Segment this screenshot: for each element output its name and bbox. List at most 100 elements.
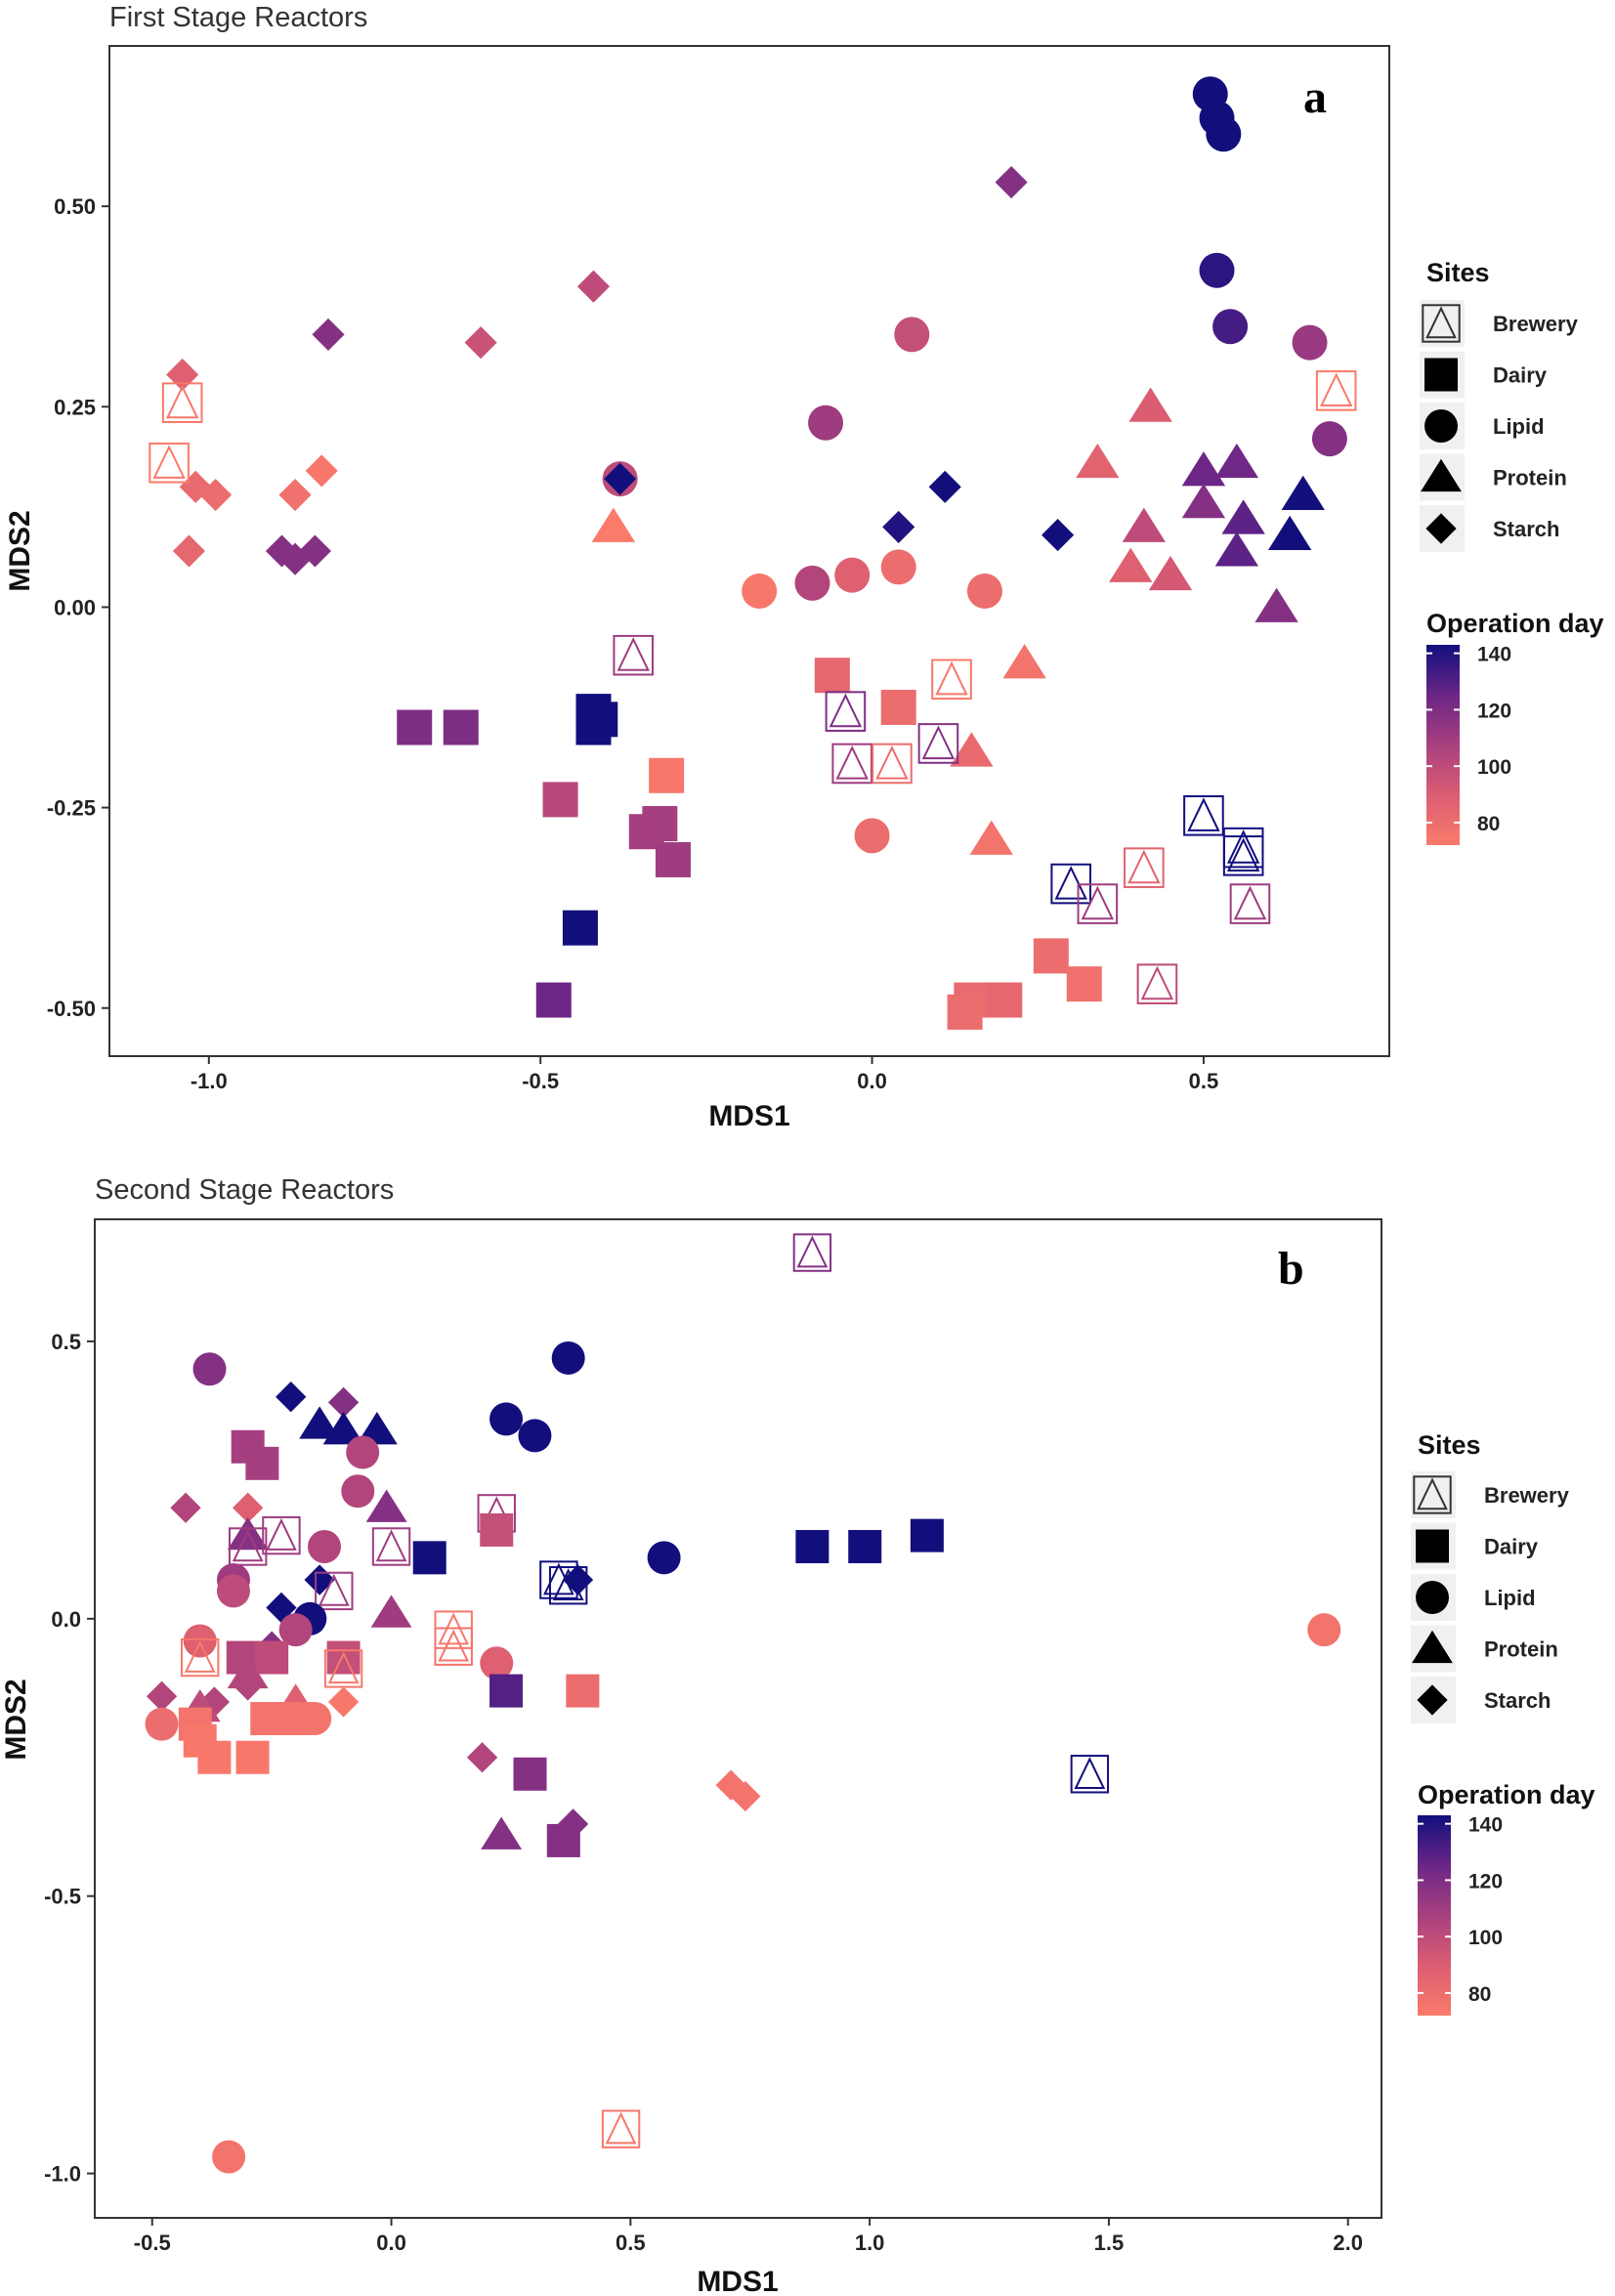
- point-dairy: [489, 1674, 524, 1708]
- point-starch: [276, 1382, 307, 1413]
- point-lipid: [1292, 324, 1328, 361]
- point-lipid: [1311, 421, 1347, 457]
- x-tick-label: 0.0: [376, 2231, 406, 2255]
- point-brewery: [1183, 795, 1224, 836]
- panel-b-ticks: -0.5 0.0 0.5 1.0 1.5 2.0 -1.0 -0.5 0.0 0.5: [44, 1330, 1363, 2255]
- panel-b-points: [145, 1233, 1341, 2174]
- point-protein: [1254, 587, 1298, 622]
- point-lipid: [1206, 116, 1242, 152]
- point-dairy: [513, 1757, 547, 1791]
- legend-lipid-label: Lipid: [1493, 414, 1545, 439]
- point-lipid: [192, 1352, 227, 1386]
- point-dairy: [642, 806, 678, 842]
- point-lipid: [346, 1435, 380, 1469]
- colorbar-tick-label: 120: [1468, 1870, 1503, 1892]
- point-dairy: [278, 1702, 313, 1735]
- point-brewery: [1124, 847, 1165, 888]
- colorbar-tick-label: 100: [1477, 756, 1511, 779]
- panel-b-title: Second Stage Reactors: [95, 1174, 394, 1206]
- point-brewery: [601, 2109, 641, 2148]
- point-lipid: [145, 1707, 179, 1741]
- point-lipid: [480, 1646, 514, 1680]
- point-starch: [928, 470, 961, 503]
- legend-protein-icon: [1412, 1630, 1453, 1664]
- point-brewery: [228, 1527, 268, 1566]
- point-brewery: [149, 442, 190, 484]
- point-brewery: [181, 1637, 220, 1678]
- y-tick-label: 0.50: [54, 194, 96, 219]
- y-tick-label: -0.50: [47, 997, 96, 1021]
- point-lipid: [551, 1340, 585, 1375]
- point-dairy: [245, 1446, 279, 1480]
- x-tick-label: -1.0: [191, 1069, 228, 1093]
- colorbar-ticks-b: 140 120 100 80: [1418, 1814, 1503, 2006]
- point-protein: [1109, 547, 1153, 582]
- point-dairy: [535, 982, 572, 1018]
- point-dairy: [562, 910, 598, 946]
- point-starch: [327, 1686, 360, 1718]
- panel-b-ylabel: MDS2: [0, 1679, 32, 1760]
- point-lipid: [880, 549, 916, 585]
- point-starch: [464, 326, 497, 360]
- point-protein: [1214, 531, 1259, 567]
- point-lipid: [742, 574, 778, 610]
- point-protein: [299, 1406, 341, 1439]
- legend-sites-items: Brewery Dairy Lipid Protein Starch: [1420, 300, 1579, 552]
- point-lipid: [647, 1541, 681, 1575]
- point-brewery: [1315, 370, 1357, 411]
- legend-protein-label: Protein: [1484, 1637, 1558, 1662]
- panel-a-legend: Sites Brewery Dairy Lipid Protein Starch Ope…: [1420, 258, 1604, 845]
- point-dairy: [443, 709, 479, 745]
- point-brewery: [931, 659, 972, 701]
- legend-brewery-icon: [1413, 1475, 1452, 1514]
- point-lipid: [341, 1474, 375, 1509]
- legend-dairy-icon: [1424, 358, 1458, 392]
- legend-color-title-b: Operation day: [1418, 1780, 1595, 1809]
- point-protein: [370, 1594, 412, 1628]
- point-protein: [481, 1816, 523, 1850]
- point-protein: [365, 1489, 407, 1522]
- point-protein: [969, 820, 1013, 855]
- x-tick-label: -0.5: [134, 2231, 171, 2255]
- x-tick-label: 0.5: [616, 2231, 646, 2255]
- legend-sites-title: Sites: [1426, 258, 1490, 287]
- point-dairy: [575, 709, 612, 745]
- point-protein: [1122, 507, 1167, 542]
- point-brewery: [1070, 1755, 1110, 1794]
- point-brewery: [161, 382, 203, 423]
- legend-brewery-label: Brewery: [1493, 312, 1579, 336]
- point-lipid: [894, 317, 930, 353]
- point-starch: [170, 1492, 201, 1523]
- y-tick-label: 0.5: [51, 1330, 81, 1354]
- panel-a-ticks: -1.0 -0.5 0.0 0.5 -0.50 -0.25 0.00 0.25 0.50: [47, 194, 1218, 1093]
- x-tick-label: 0.0: [857, 1069, 887, 1093]
- colorbar-tick-label: 140: [1468, 1814, 1503, 1837]
- point-starch: [1041, 519, 1075, 552]
- point-lipid: [1199, 252, 1235, 288]
- colorbar-tick-label: 80: [1477, 813, 1500, 835]
- point-protein: [1181, 451, 1226, 487]
- point-dairy: [649, 757, 685, 793]
- legend-protein-label: Protein: [1493, 466, 1567, 490]
- x-tick-label: 1.5: [1094, 2231, 1125, 2255]
- point-starch: [562, 1564, 594, 1595]
- point-lipid: [489, 1402, 524, 1436]
- point-starch: [604, 462, 637, 495]
- point-dairy: [880, 690, 916, 726]
- point-protein: [1181, 483, 1226, 519]
- panel-b-label: b: [1278, 1243, 1304, 1295]
- point-dairy: [326, 1640, 361, 1675]
- legend-dairy-label: Dairy: [1484, 1535, 1539, 1559]
- point-lipid: [1307, 1613, 1341, 1647]
- point-protein: [591, 507, 636, 542]
- point-protein: [1002, 644, 1046, 679]
- point-starch: [233, 1492, 264, 1523]
- y-tick-label: -0.5: [44, 1885, 81, 1909]
- point-starch: [146, 1680, 178, 1712]
- colorbar-tick-label: 140: [1477, 644, 1511, 666]
- point-brewery: [831, 743, 873, 785]
- legend-lipid-icon: [1416, 1581, 1449, 1614]
- point-lipid: [834, 557, 871, 593]
- point-brewery: [917, 723, 959, 764]
- point-starch: [199, 478, 233, 512]
